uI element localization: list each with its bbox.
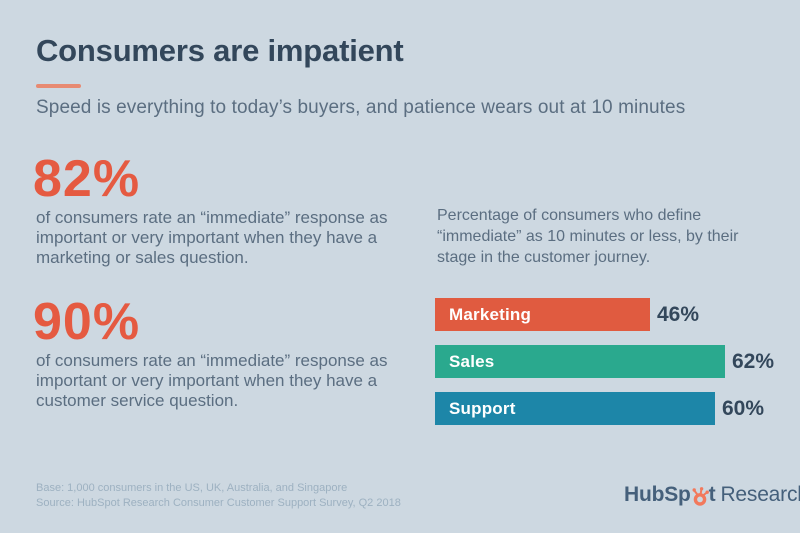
bar-row-marketing: Marketing 46% <box>435 298 774 331</box>
stat-block-customer-service: 90% of consumers rate an “immediate” res… <box>33 296 408 411</box>
base-line: Base: 1,000 consumers in the US, UK, Aus… <box>36 482 348 494</box>
hubspot-research-logo: HubSp t Research <box>624 483 800 507</box>
bar-marketing: Marketing <box>435 298 650 331</box>
bar-support: Support <box>435 392 715 425</box>
stat-description: of consumers rate an “immediate” respons… <box>36 351 388 410</box>
hubspot-wordmark-right: t <box>708 483 716 506</box>
source-line: Source: HubSpot Research Consumer Custom… <box>36 497 401 509</box>
page-title: Consumers are impatient <box>36 33 404 68</box>
bar-label: Sales <box>449 351 495 371</box>
hubspot-wordmark-left: HubSp <box>624 483 691 506</box>
bar-sales: Sales <box>435 345 725 378</box>
subtitle: Speed is everything to today’s buyers, a… <box>36 97 686 118</box>
bar-value: 62% <box>732 349 775 373</box>
footer-note: Base: 1,000 consumers in the US, UK, Aus… <box>36 481 401 511</box>
stat-value: 90% <box>33 293 141 351</box>
bar-value: 46% <box>657 302 700 326</box>
chart-description: Percentage of consumers who define “imme… <box>437 207 739 266</box>
bar-value: 60% <box>722 396 765 420</box>
title-accent-rule <box>36 84 81 88</box>
bar-row-sales: Sales 62% <box>435 345 774 378</box>
bar-chart: Marketing 46% Sales 62% Support 60% <box>435 298 774 439</box>
stat-description: of consumers rate an “immediate” respons… <box>36 208 388 267</box>
bar-label: Support <box>449 398 516 418</box>
research-wordmark: Research <box>720 483 800 506</box>
bar-label: Marketing <box>449 304 532 324</box>
stat-block-marketing-sales: 82% of consumers rate an “immediate” res… <box>33 153 408 268</box>
stat-value: 82% <box>33 150 141 208</box>
bar-row-support: Support 60% <box>435 392 774 425</box>
hubspot-sprocket-icon <box>691 486 709 506</box>
